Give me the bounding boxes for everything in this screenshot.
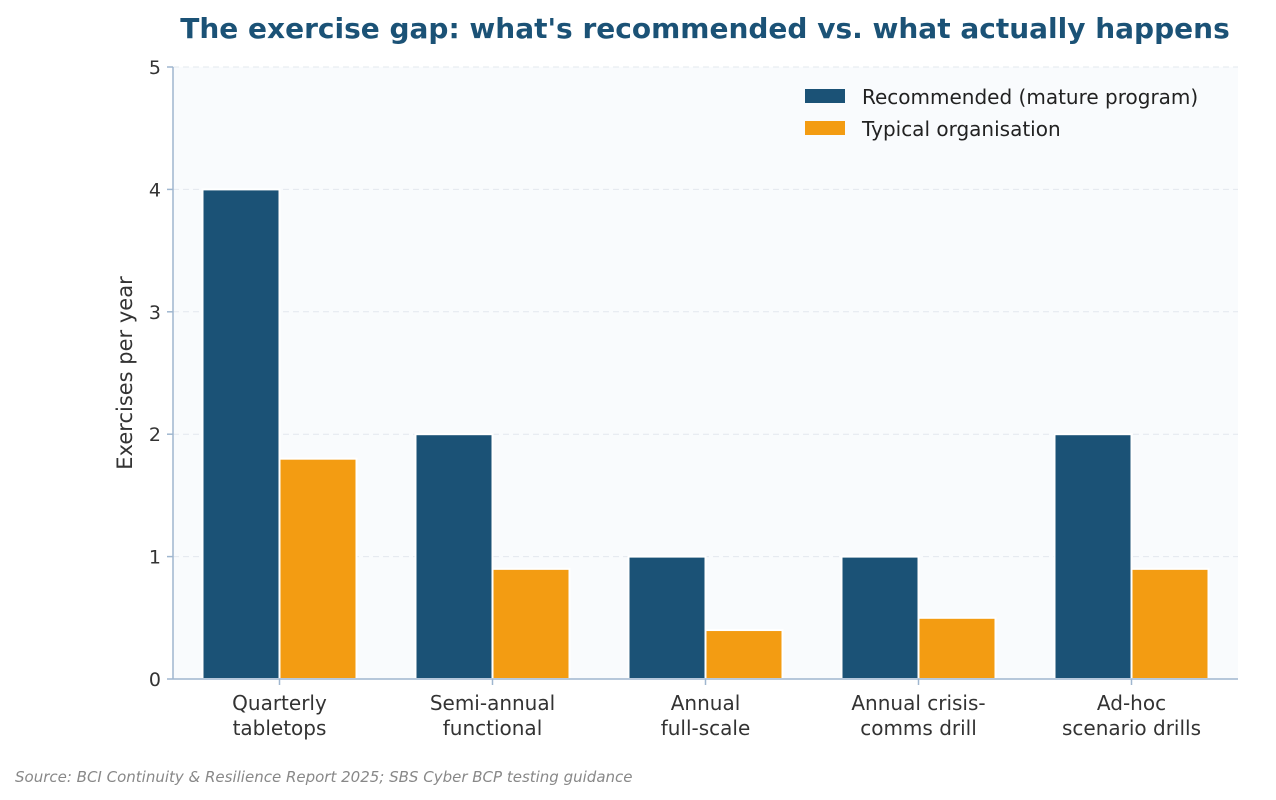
axes	[167, 66, 1238, 685]
bar	[917, 616, 997, 680]
x-tick-label: Quarterly	[232, 691, 327, 715]
legend: Recommended (mature program) Typical orga…	[805, 85, 1198, 141]
y-tick-label: 3	[149, 302, 161, 324]
bars	[201, 188, 1210, 681]
y-tick-label: 0	[149, 669, 161, 691]
y-tick-label: 4	[149, 179, 161, 201]
bar	[1053, 433, 1133, 681]
bar	[201, 188, 281, 680]
x-tick-label: functional	[443, 716, 543, 740]
bar	[704, 629, 784, 680]
x-tick-label: tabletops	[233, 716, 327, 740]
y-tick-label: 2	[149, 424, 161, 446]
y-tick-label: 1	[149, 547, 161, 569]
y-tick-labels: 0 1 2 3 4 5	[149, 57, 161, 691]
y-tick-label: 5	[149, 57, 161, 79]
x-tick-label: Semi-annual	[430, 691, 555, 715]
x-tick-label: comms drill	[860, 716, 977, 740]
bar	[491, 567, 571, 681]
bar	[414, 433, 494, 681]
chart-title: The exercise gap: what's recommended vs.…	[180, 12, 1229, 45]
y-axis-label: Exercises per year	[113, 276, 137, 470]
legend-swatch	[805, 121, 845, 135]
bar	[278, 457, 358, 680]
bar	[1130, 567, 1210, 681]
source-note: Source: BCI Continuity & Resilience Repo…	[15, 768, 633, 786]
x-tick-label: full-scale	[661, 716, 751, 740]
x-tick-label: scenario drills	[1062, 716, 1201, 740]
legend-swatch	[805, 89, 845, 103]
bar	[840, 555, 920, 680]
x-tick-label: Ad-hoc	[1097, 691, 1166, 715]
bar	[627, 555, 707, 680]
legend-label: Recommended (mature program)	[862, 85, 1198, 109]
legend-label: Typical organisation	[861, 117, 1061, 141]
x-tick-label: Annual	[671, 691, 741, 715]
x-tick-label: Annual crisis-	[851, 691, 985, 715]
